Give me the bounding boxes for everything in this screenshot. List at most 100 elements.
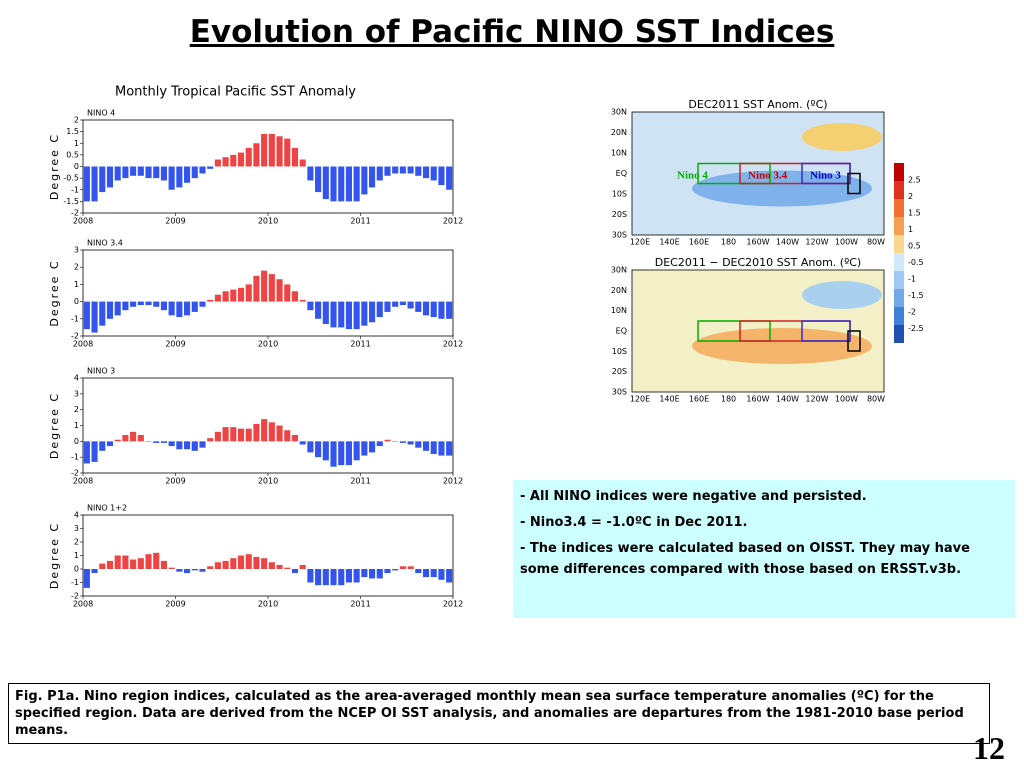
x-tick-label: 2010 <box>258 340 278 349</box>
lon-label: 120E <box>630 395 650 404</box>
bar <box>106 301 114 319</box>
bar <box>184 301 191 316</box>
plot-frame <box>82 514 454 597</box>
colorbar-cell <box>894 199 904 217</box>
bar <box>207 438 214 442</box>
colorbar-label: 2 <box>908 192 913 201</box>
y-tick-label: 3 <box>74 389 79 398</box>
bar <box>214 159 221 167</box>
bar <box>345 441 352 466</box>
bar <box>83 569 90 588</box>
bar <box>184 166 191 183</box>
x-tick-label: 2009 <box>165 600 185 609</box>
bar <box>384 569 391 574</box>
bar <box>446 166 453 190</box>
lat-label: 20S <box>612 210 627 219</box>
bar <box>99 301 106 326</box>
bar <box>83 166 90 202</box>
region-label: Nino 4 <box>677 170 708 182</box>
bar <box>91 569 98 574</box>
y-tick-label: 1 <box>74 280 79 289</box>
lon-label: 140E <box>659 395 679 404</box>
y-tick-label: 0 <box>74 162 79 171</box>
lon-label: 160E <box>689 238 709 247</box>
bar <box>230 558 237 569</box>
bar <box>338 166 345 202</box>
lat-label: 20N <box>611 286 627 295</box>
text-box: - All NINO indices were negative and per… <box>513 480 1015 618</box>
y-axis-label: Degree C <box>48 133 61 200</box>
x-tick-label: 2008 <box>73 340 93 349</box>
colorbar-cell <box>894 181 904 199</box>
lon-label: 140W <box>776 238 799 247</box>
y-tick-label: 1 <box>74 421 79 430</box>
bar <box>284 430 291 442</box>
lon-label: 140E <box>659 238 679 247</box>
bar <box>199 166 206 174</box>
x-tick-label: 2012 <box>443 340 463 349</box>
bar <box>222 157 229 167</box>
lon-label: 120W <box>805 395 828 404</box>
bar <box>160 301 167 311</box>
bar <box>276 425 283 442</box>
y-tick-label: -2 <box>71 469 79 478</box>
y-tick-label: 0.5 <box>66 150 79 159</box>
y-axis-label: Degree C <box>48 259 61 326</box>
bar <box>399 166 406 174</box>
panel-title: Monthly Tropical Pacific SST Anomaly <box>115 85 356 100</box>
x-tick-label: 2008 <box>73 217 93 226</box>
bar <box>199 441 206 448</box>
bar <box>438 301 445 319</box>
region-label: Nino 3.4 <box>748 170 788 182</box>
anomaly-patch <box>802 281 882 309</box>
y-tick-label: 2 <box>74 405 79 414</box>
bar <box>322 166 329 200</box>
bullet: - The indices were calculated based on O… <box>520 541 970 577</box>
bar <box>291 569 299 574</box>
bar <box>106 560 114 569</box>
lat-label: 10N <box>611 149 627 158</box>
plot-frame <box>82 377 454 474</box>
colorbar-label: -1 <box>908 275 916 284</box>
bar <box>361 166 368 195</box>
y-tick-label: 4 <box>74 374 79 383</box>
bar <box>145 301 152 306</box>
bar <box>291 435 299 442</box>
y-tick-label: 1 <box>74 551 79 560</box>
x-tick-label: 2011 <box>350 477 370 486</box>
bar <box>91 441 98 462</box>
bar <box>91 166 98 202</box>
colorbar-cell <box>894 307 904 325</box>
bar <box>237 428 245 442</box>
bar <box>276 279 283 302</box>
bar <box>315 166 322 193</box>
colorbar-label: 0.5 <box>908 242 921 251</box>
bar <box>191 441 198 451</box>
anomaly-patch <box>802 123 882 151</box>
bar <box>261 558 268 569</box>
bar <box>153 166 160 179</box>
lat-label: 10S <box>612 190 627 199</box>
bar <box>307 301 314 311</box>
nino-box <box>697 320 771 342</box>
region-label: Nino 3 <box>810 170 841 182</box>
bar <box>137 301 144 306</box>
bullet: - Nino3.4 = -1.0ºC in Dec 2011. <box>520 515 748 530</box>
bar <box>291 147 299 167</box>
bar <box>353 441 360 461</box>
bar <box>345 569 352 583</box>
colorbar-label: -1.5 <box>908 291 924 300</box>
bar <box>222 427 229 442</box>
lon-label: 180 <box>721 238 736 247</box>
bar <box>114 439 121 442</box>
bar <box>230 154 237 167</box>
bar <box>83 301 90 330</box>
lat-label: 10N <box>611 306 627 315</box>
x-tick-label: 2008 <box>73 477 93 486</box>
y-tick-label: 4 <box>74 511 79 520</box>
lat-label: 10S <box>612 347 627 356</box>
bar <box>99 441 106 451</box>
bar <box>376 166 383 181</box>
bar <box>245 147 252 167</box>
x-tick-label: 2011 <box>350 217 370 226</box>
